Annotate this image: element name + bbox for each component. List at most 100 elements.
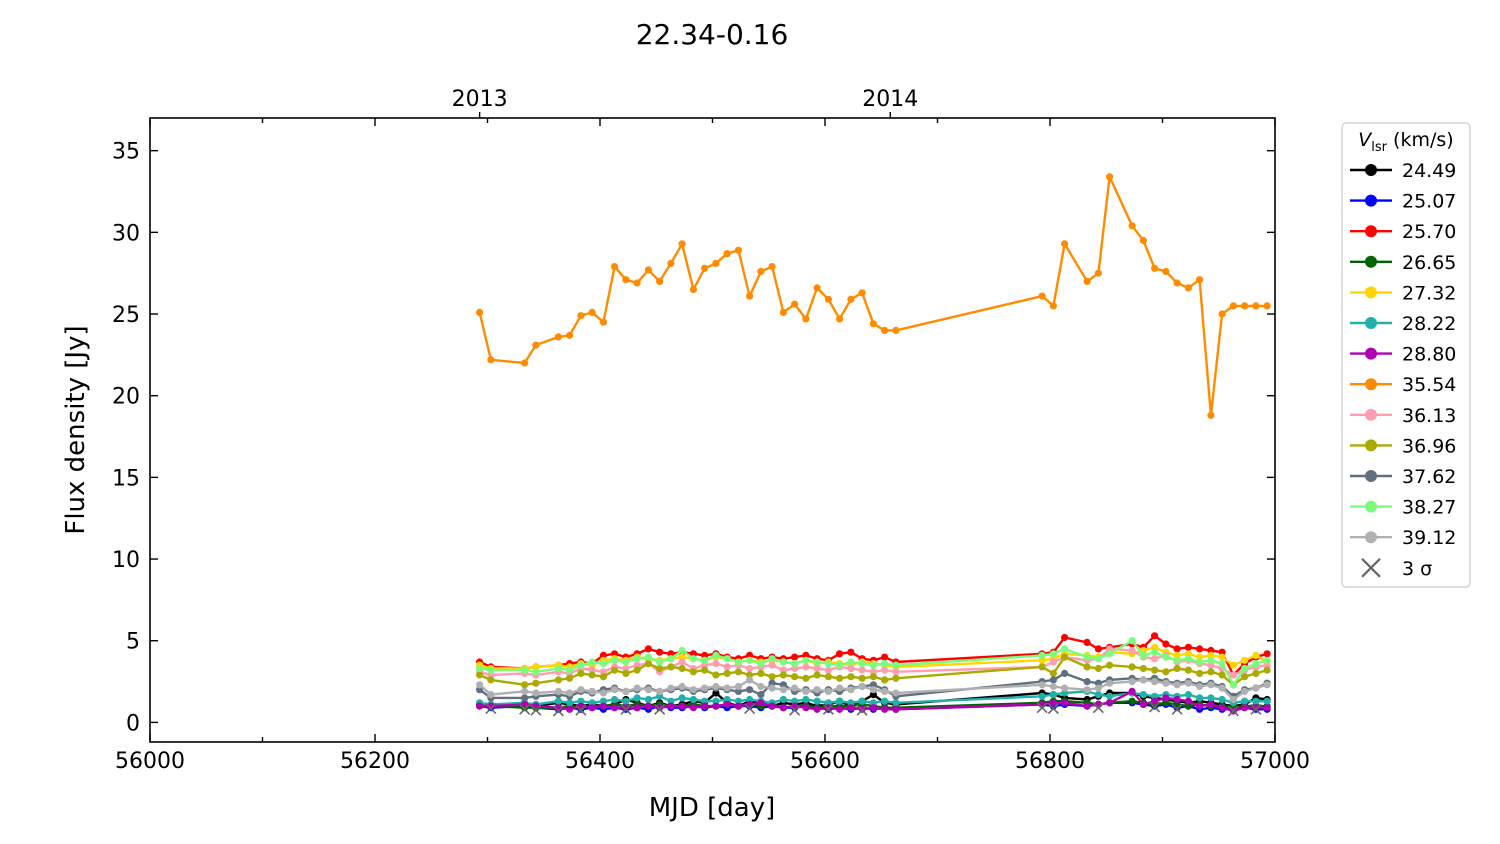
sigma3-marker (1047, 702, 1059, 715)
data-point (1263, 666, 1271, 674)
sigma3-marker (1036, 702, 1048, 714)
data-point (599, 702, 608, 710)
data-point (712, 671, 720, 679)
data-point (599, 660, 608, 668)
data-point (881, 666, 889, 674)
data-point (667, 259, 675, 267)
y-tick-label: 10 (112, 548, 140, 573)
data-point (768, 702, 776, 710)
data-point (802, 656, 810, 664)
data-point (1106, 679, 1114, 687)
data-point (1106, 692, 1114, 700)
data-point (1151, 655, 1159, 663)
data-point (1061, 684, 1069, 692)
data-point (678, 240, 686, 248)
data-point (1241, 687, 1249, 696)
data-point (521, 687, 529, 696)
data-point (824, 666, 833, 674)
data-point (858, 289, 866, 297)
data-point (487, 691, 495, 699)
data-point (1229, 302, 1237, 310)
data-point (824, 687, 833, 696)
data-point (1196, 669, 1204, 678)
data-point (554, 687, 563, 696)
data-point (1173, 656, 1181, 664)
y-tick-label: 5 (126, 630, 140, 655)
data-point (1229, 671, 1237, 679)
legend-label: 36.13 (1402, 405, 1456, 427)
data-point (1218, 671, 1226, 679)
data-point (521, 694, 529, 702)
legend-entry: 35.54 (1350, 374, 1456, 396)
data-point (1196, 702, 1204, 710)
data-point (1184, 697, 1192, 705)
data-point (599, 318, 608, 326)
y-axis-label: Flux density [Jy] (61, 325, 91, 534)
data-point (701, 264, 709, 272)
data-point (746, 676, 754, 684)
data-point (1106, 650, 1114, 658)
series-35.54 (476, 173, 1271, 419)
data-point (779, 704, 788, 712)
data-point (1229, 695, 1237, 704)
data-point (678, 694, 686, 702)
data-point (1173, 645, 1181, 653)
data-point (1184, 679, 1192, 687)
data-point (633, 694, 641, 702)
data-point (633, 704, 641, 712)
y-tick-label: 20 (112, 385, 140, 410)
data-point (723, 700, 731, 709)
data-point (813, 697, 821, 705)
data-point (836, 705, 844, 713)
sigma3-marker (530, 704, 542, 716)
data-point (1229, 661, 1237, 669)
legend-label: 26.65 (1402, 252, 1456, 274)
data-point (881, 653, 889, 661)
y-tick-label: 15 (112, 466, 140, 491)
data-point (622, 669, 630, 678)
data-point (791, 660, 799, 668)
data-point (712, 702, 720, 710)
data-point (678, 646, 686, 655)
data-point (633, 279, 641, 287)
data-point (689, 285, 698, 294)
data-point (779, 308, 788, 316)
data-point (847, 686, 855, 694)
data-point (1173, 664, 1181, 673)
data-point (566, 689, 574, 697)
y-tick-label: 35 (112, 140, 140, 165)
sigma3-markers (485, 701, 1262, 717)
data-point (476, 702, 484, 710)
data-point (791, 684, 799, 692)
data-point (836, 650, 844, 658)
data-point (1061, 653, 1069, 661)
data-point (746, 664, 754, 673)
legend-title: Vlsr (km/s) (1358, 129, 1453, 155)
data-point (656, 687, 664, 696)
data-point (813, 671, 821, 679)
data-point (1083, 686, 1091, 694)
data-point (554, 697, 563, 705)
data-point (1049, 691, 1057, 699)
data-point (521, 666, 529, 674)
sigma3-marker (654, 703, 666, 715)
y-tick-label: 25 (112, 303, 140, 328)
data-point (802, 704, 810, 712)
data-point (1218, 684, 1226, 692)
data-point (757, 699, 765, 707)
data-point (1094, 664, 1102, 673)
data-point (622, 687, 630, 696)
data-point (734, 702, 743, 710)
x-tick-label: 57000 (1240, 749, 1310, 774)
data-point (1083, 678, 1091, 686)
data-point (1252, 660, 1260, 668)
data-point (757, 691, 765, 699)
legend-entry: 38.27 (1350, 497, 1456, 519)
data-point (791, 300, 799, 308)
data-point (734, 246, 743, 254)
data-point (768, 684, 776, 692)
sigma3-marker (1227, 705, 1239, 717)
data-point (656, 664, 664, 673)
sigma3-marker (485, 702, 497, 715)
